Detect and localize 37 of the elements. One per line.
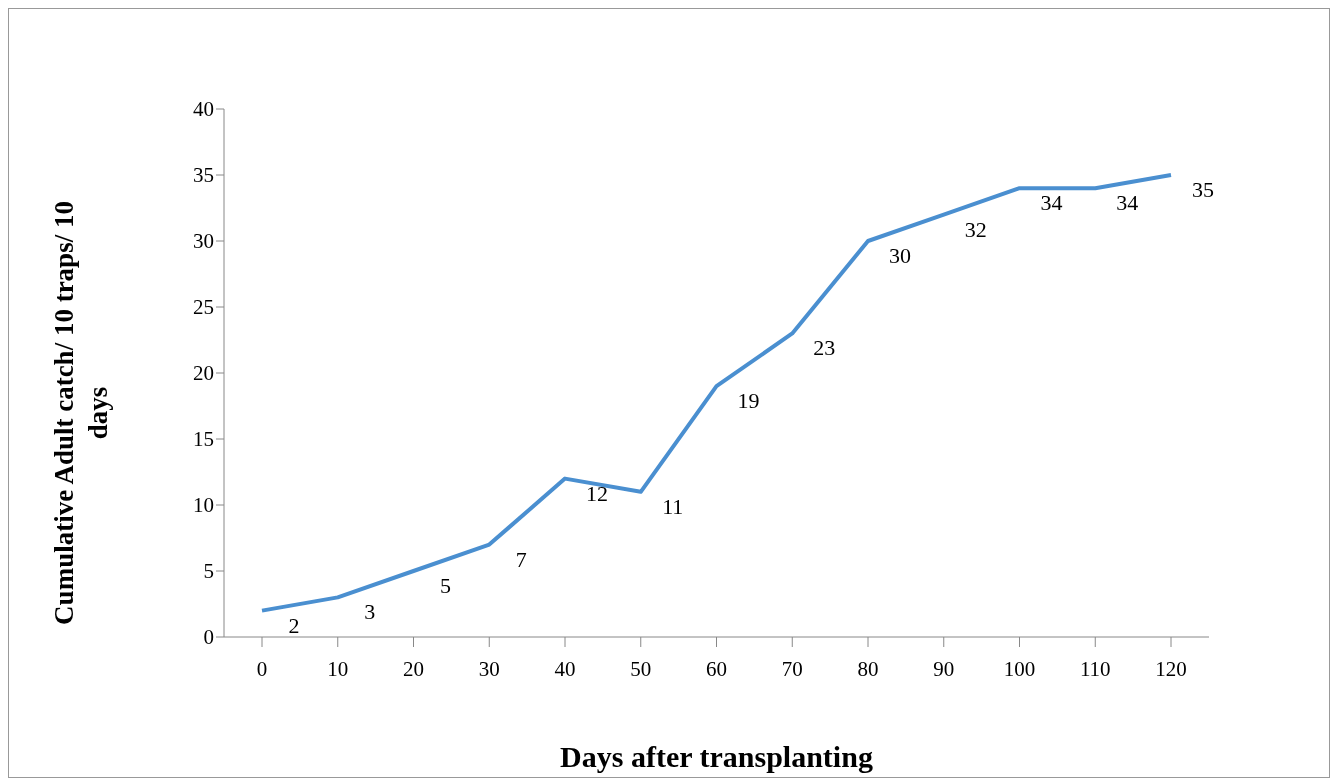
x-axis-title: Days after transplanting (560, 740, 873, 773)
x-tick-label: 50 (630, 656, 652, 681)
data-label: 2 (288, 612, 300, 638)
y-tick-label: 5 (203, 559, 214, 584)
y-axis-title: Cumulative Adult catch/ 10 traps/ 10 days (49, 201, 113, 625)
x-tick-label: 80 (857, 656, 879, 681)
y-tick-label: 20 (193, 361, 214, 386)
x-tick-label: 40 (554, 656, 576, 681)
data-label: 34 (1116, 190, 1139, 216)
x-tick-label: 20 (403, 656, 424, 681)
y-tick-label: 35 (193, 163, 214, 188)
x-tick-label: 100 (1003, 656, 1036, 681)
data-label: 19 (737, 388, 760, 414)
y-tick-label: 15 (193, 427, 214, 452)
x-tick-label: 60 (706, 656, 727, 681)
x-tick-label: 70 (781, 656, 803, 681)
data-label: 23 (813, 335, 836, 361)
data-label: 7 (515, 546, 527, 572)
x-tick-label: 0 (256, 656, 268, 681)
y-tick-label: 30 (193, 229, 214, 254)
data-label: 30 (889, 243, 911, 268)
data-label: 5 (440, 573, 451, 598)
x-tick-label: 120 (1155, 656, 1187, 681)
x-tick-label: 10 (327, 656, 349, 681)
y-tick-label: 10 (193, 493, 214, 518)
data-label: 12 (586, 480, 608, 506)
y-tick-label: 40 (193, 97, 214, 122)
y-tick-label: 0 (203, 625, 214, 650)
data-label: 11 (662, 493, 684, 519)
x-tick-label: 30 (478, 656, 500, 681)
data-label: 35 (1192, 177, 1214, 202)
y-tick-label: 25 (193, 295, 214, 320)
data-label: 3 (364, 599, 376, 625)
data-label: 34 (1040, 190, 1063, 216)
data-label: 32 (964, 216, 987, 242)
x-tick-label: 110 (1079, 656, 1111, 681)
x-tick-label: 90 (933, 656, 955, 681)
